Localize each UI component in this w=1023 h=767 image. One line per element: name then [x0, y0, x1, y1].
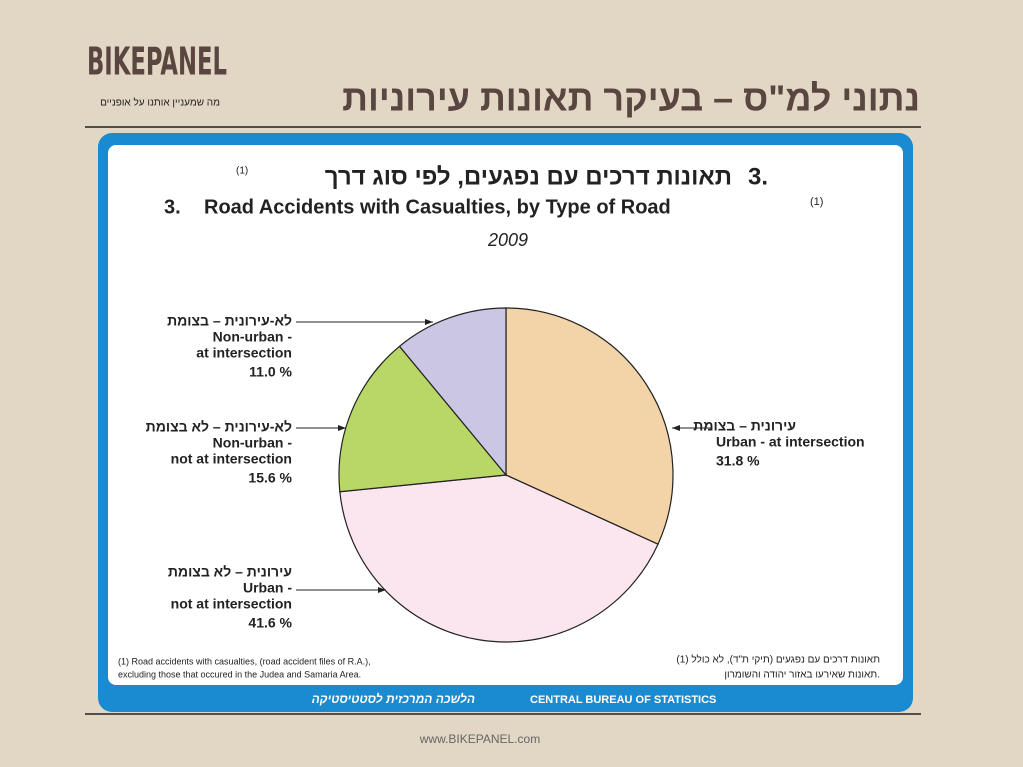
- value-label: 41.6 %: [248, 615, 292, 631]
- source-en: CENTRAL BUREAU OF STATISTICS: [530, 694, 716, 706]
- logo: BIKEPANEL: [87, 40, 227, 84]
- value-label: 15.6 %: [248, 470, 292, 486]
- label-en: Non-urban -: [213, 329, 293, 345]
- label-he: לא-עירונית – בצומת: [167, 313, 292, 329]
- label-en: not at intersection: [171, 451, 292, 467]
- note-he: (1) תאונות דרכים עם נפגעים (תיקי ת"ד), ל…: [676, 654, 880, 666]
- label-en: at intersection: [196, 345, 292, 361]
- pie-slice: [339, 474, 659, 643]
- chart-title-he: תאונות דרכים עם נפגעים, לפי סוג דרך: [325, 163, 732, 190]
- chart-number: 3.: [748, 163, 768, 190]
- label-en: Urban -: [243, 580, 292, 596]
- value-label: 31.8 %: [716, 453, 760, 469]
- tagline: מה שמעניין אותנו על אופניים: [100, 97, 220, 109]
- label-en: Non-urban -: [213, 435, 293, 451]
- title-note: (1): [810, 196, 823, 208]
- note-he: תאונות שאירעו באזור יהודה והשומרון.: [724, 670, 880, 681]
- chart-subtitle: 2009: [487, 230, 528, 250]
- note-en: excluding those that occured in the Jude…: [118, 669, 361, 679]
- label-he: לא-עירונית – לא בצומת: [146, 419, 292, 435]
- note-en: (1) Road accidents with casualties, (roa…: [118, 656, 371, 666]
- chart-number: 3.: [164, 196, 181, 218]
- title-note: (1): [236, 166, 248, 177]
- value-label: 11.0 %: [249, 364, 292, 380]
- slide-title: נתוני למ"ס – בעיקר תאונות עירוניות: [342, 78, 920, 119]
- label-en: Urban - at intersection: [716, 434, 865, 450]
- label-en: not at intersection: [171, 596, 292, 612]
- chart-title-en: Road Accidents with Casualties, by Type …: [204, 196, 671, 218]
- pie-slice: [398, 307, 507, 477]
- pie-slice: [338, 345, 508, 493]
- pie-slice: [505, 307, 674, 545]
- footer-url: www.BIKEPANEL.com: [419, 732, 540, 746]
- label-he: עירונית – בצומת: [693, 418, 796, 434]
- label-he: עירונית – לא בצומת: [168, 564, 292, 580]
- source-he: הלשכה המרכזית לסטטיסטיקה: [312, 692, 475, 706]
